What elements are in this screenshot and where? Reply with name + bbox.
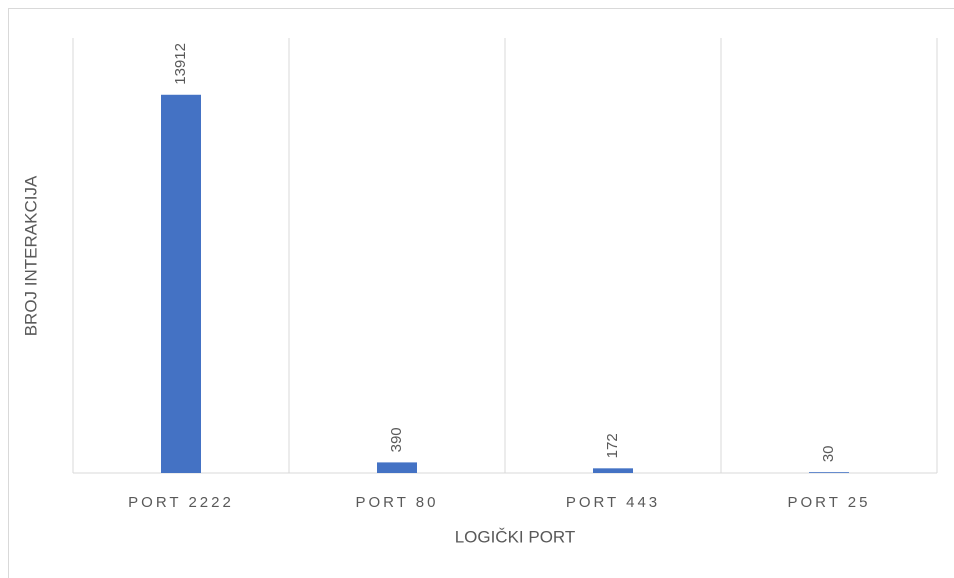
bar [809,472,849,473]
data-label: 390 [388,427,405,452]
chart-border [8,8,954,578]
data-label: 172 [604,433,621,458]
x-tick-label: PORT 25 [788,494,871,511]
y-axis-label: BROJ INTERAKCIJA [21,175,40,336]
x-axis-label: LOGIČKI PORT [455,527,576,546]
data-label: 30 [820,445,837,462]
x-tick-label: PORT 443 [566,494,660,511]
bar [161,94,201,473]
bar [377,462,417,473]
bar [593,468,633,473]
data-label: 13912 [172,43,189,85]
x-tick-label: PORT 80 [356,494,439,511]
x-tick-label: PORT 2222 [128,494,234,511]
